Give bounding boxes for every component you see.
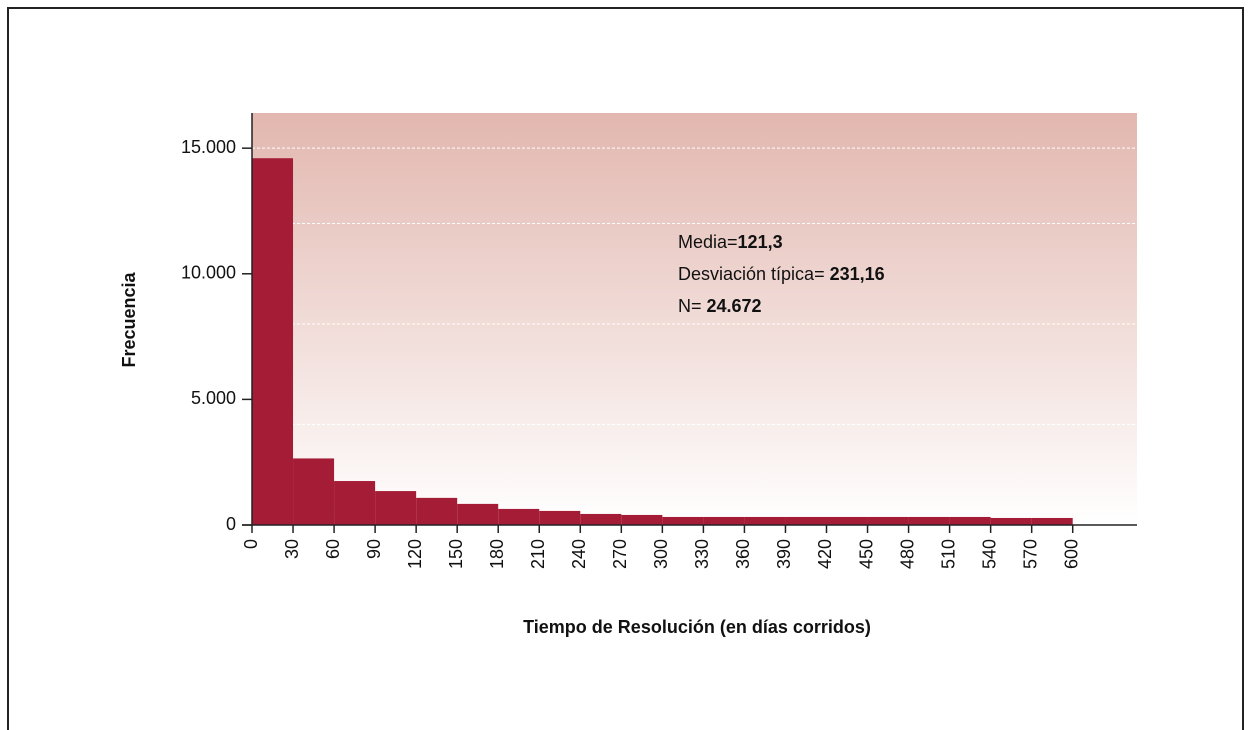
bar [703, 516, 745, 525]
x-tick-label: 150 [446, 539, 466, 569]
bar [662, 516, 704, 525]
x-tick-label: 510 [938, 539, 958, 569]
y-axis-label: Frecuencia [119, 271, 139, 367]
x-tick-label: 60 [323, 539, 343, 559]
x-tick-label: 360 [733, 539, 753, 569]
x-tick-label: 300 [651, 539, 671, 569]
bar [334, 481, 376, 525]
annotation: Media=121,3 [678, 232, 783, 252]
annotation-label: Desviación típica= [678, 264, 825, 284]
bar [826, 516, 868, 525]
x-tick-label: 420 [815, 539, 835, 569]
x-tick-label: 240 [569, 539, 589, 569]
annotation: N= 24.672 [678, 296, 762, 316]
annotation-value: 231,16 [830, 264, 885, 284]
bar [1031, 517, 1073, 525]
x-tick-label: 600 [1061, 539, 1081, 569]
bar [293, 458, 335, 525]
bar [580, 513, 622, 525]
bar [498, 508, 540, 525]
plot-background [252, 113, 1137, 525]
x-tick-label: 0 [241, 539, 261, 549]
x-tick-label: 120 [405, 539, 425, 569]
x-tick-label: 450 [856, 539, 876, 569]
x-tick-label: 180 [487, 539, 507, 569]
annotation-value: 24.672 [707, 296, 762, 316]
bar [908, 516, 950, 525]
annotation-label: N= [678, 296, 702, 316]
bar [539, 510, 581, 525]
x-tick-label: 570 [1020, 539, 1040, 569]
bar [375, 491, 417, 525]
bar [252, 158, 294, 525]
x-tick-label: 30 [282, 539, 302, 559]
frame [7, 7, 1244, 730]
annotation-label: Media= [678, 232, 738, 252]
annotation: Desviación típica= 231,16 [678, 264, 885, 284]
x-axis-label: Tiempo de Resolución (en días corridos) [523, 617, 871, 637]
bar [867, 516, 909, 525]
x-tick-label: 270 [610, 539, 630, 569]
x-tick-label: 390 [774, 539, 794, 569]
x-tick-label: 90 [364, 539, 384, 559]
annotation-value: 121,3 [738, 232, 783, 252]
bar [457, 503, 499, 525]
bar [416, 497, 458, 525]
x-tick-label: 540 [979, 539, 999, 569]
y-tick-label: 5.000 [191, 388, 236, 408]
bar [621, 514, 663, 525]
bar [949, 516, 991, 525]
bar [744, 516, 786, 525]
bar [990, 517, 1032, 525]
x-tick-label: 210 [528, 539, 548, 569]
bar [785, 516, 827, 525]
y-tick-label: 15.000 [181, 137, 236, 157]
x-tick-label: 330 [692, 539, 712, 569]
x-tick-label: 480 [897, 539, 917, 569]
y-tick-label: 0 [226, 514, 236, 534]
y-tick-label: 10.000 [181, 263, 236, 283]
